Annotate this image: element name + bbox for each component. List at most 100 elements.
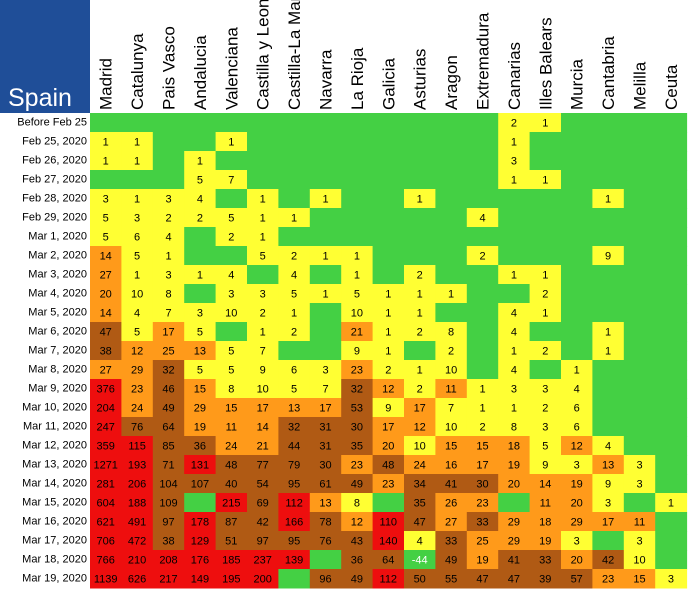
heatmap-cell	[435, 132, 468, 152]
row-label: Mar 6, 2020	[28, 326, 87, 338]
heatmap-cell	[247, 493, 279, 513]
heatmap-cell	[623, 303, 656, 323]
heatmap-cell	[372, 512, 405, 532]
cell-value-label: 11	[540, 498, 551, 510]
cell-value-label: 44	[288, 441, 300, 453]
heatmap-cell	[215, 170, 248, 190]
cell-value-label: 4	[479, 213, 485, 225]
cell-value-label: 3	[260, 289, 266, 301]
cell-value-label: 237	[254, 555, 272, 567]
heatmap-cell	[623, 208, 656, 228]
cell-value-label: -44	[412, 555, 428, 567]
cell-value-label: 24	[414, 460, 426, 472]
cell-value-label: 64	[162, 422, 174, 434]
heatmap-cell	[529, 227, 562, 247]
heatmap-cell	[121, 550, 154, 570]
heatmap-cell	[90, 417, 122, 437]
cell-value-label: 6	[134, 232, 140, 244]
row-label: Mar 14, 2020	[22, 478, 87, 490]
heatmap-cell	[655, 531, 688, 551]
heatmap-cell	[184, 227, 217, 247]
heatmap-cell	[435, 436, 468, 456]
heatmap-cell	[341, 436, 374, 456]
cell-value-label: 1	[260, 232, 266, 244]
heatmap-cell	[215, 132, 248, 152]
heatmap-cell	[152, 531, 185, 551]
cell-value-label: 4	[165, 232, 171, 244]
cell-value-label: 215	[222, 498, 240, 510]
heatmap-cell	[435, 246, 468, 266]
cell-value-label: 3	[668, 574, 674, 586]
cell-value-label: 95	[288, 536, 300, 548]
heatmap-cell	[184, 303, 217, 323]
cell-value-label: 2	[542, 346, 548, 358]
heatmap-cell	[404, 379, 436, 399]
row-label: Mar 10, 2020	[22, 402, 87, 414]
heatmap-cell	[592, 265, 625, 285]
heatmap-cell	[184, 398, 217, 418]
cell-value-label: 2	[511, 118, 517, 130]
cell-value-label: 2	[417, 270, 423, 282]
heatmap-cell	[561, 550, 593, 570]
cell-value-label: 46	[162, 384, 174, 396]
cell-value-label: 14	[539, 479, 551, 491]
cell-value-label: 17	[414, 403, 426, 415]
heatmap-cell	[184, 284, 217, 304]
column-label: Castilla-La Mancha	[285, 0, 304, 110]
heatmap-cell	[623, 341, 656, 361]
cell-value-label: 49	[351, 479, 363, 491]
row-label: Mar 13, 2020	[22, 459, 87, 471]
heatmap-cell	[309, 284, 342, 304]
cell-value-label: 61	[319, 479, 331, 491]
heatmap-cell	[561, 227, 593, 247]
cell-value-label: 604	[97, 498, 115, 510]
heatmap-cell	[184, 436, 217, 456]
heatmap-cell	[309, 341, 342, 361]
heatmap-cell	[592, 208, 625, 228]
row-label: Mar 19, 2020	[22, 573, 87, 585]
heatmap-cell	[152, 151, 185, 171]
heatmap-cell	[247, 417, 279, 437]
heatmap-cell	[184, 360, 217, 380]
cell-value-label: 97	[257, 536, 269, 548]
cell-value-label: 19	[194, 422, 206, 434]
cell-value-label: 20	[382, 441, 394, 453]
heatmap-cell	[466, 227, 499, 247]
heatmap-cell	[152, 132, 185, 152]
cell-value-label: 5	[228, 365, 234, 377]
heatmap-cell	[466, 170, 499, 190]
cell-value-label: 2	[385, 365, 391, 377]
cell-value-label: 20	[571, 498, 583, 510]
cell-value-label: 1	[385, 308, 391, 320]
heatmap-cell	[278, 208, 311, 228]
row-label: Feb 26, 2020	[22, 155, 87, 167]
cell-value-label: 3	[165, 194, 171, 206]
cell-value-label: 1	[385, 346, 391, 358]
heatmap-cell	[435, 265, 468, 285]
heatmap-cell	[90, 550, 122, 570]
cell-value-label: 1	[574, 365, 580, 377]
heatmap-cell	[184, 550, 217, 570]
heatmap-cell	[372, 360, 405, 380]
heatmap-cell	[466, 246, 499, 266]
row-label: Mar 3, 2020	[28, 269, 87, 281]
heatmap-cell	[309, 531, 342, 551]
heatmap-cell	[278, 531, 311, 551]
heatmap-cell	[466, 493, 499, 513]
cell-value-label: 2	[542, 403, 548, 415]
heatmap-cell	[152, 379, 185, 399]
cell-value-label: 1	[354, 251, 360, 263]
heatmap-cell	[592, 493, 625, 513]
heatmap-cell	[247, 227, 279, 247]
heatmap-cell	[529, 455, 562, 475]
heatmap-cell	[215, 531, 248, 551]
cell-value-label: 8	[448, 327, 454, 339]
cell-value-label: 31	[319, 422, 331, 434]
cell-value-label: 6	[291, 365, 297, 377]
cell-value-label: 96	[319, 574, 331, 586]
heatmap-cell	[152, 550, 185, 570]
heatmap-cell	[121, 417, 154, 437]
cell-value-label: 4	[228, 270, 234, 282]
row-label: Before Feb 25	[17, 117, 87, 129]
heatmap-cell	[529, 569, 562, 589]
